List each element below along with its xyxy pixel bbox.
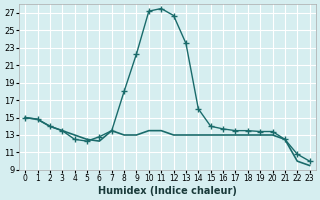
X-axis label: Humidex (Indice chaleur): Humidex (Indice chaleur) bbox=[98, 186, 237, 196]
